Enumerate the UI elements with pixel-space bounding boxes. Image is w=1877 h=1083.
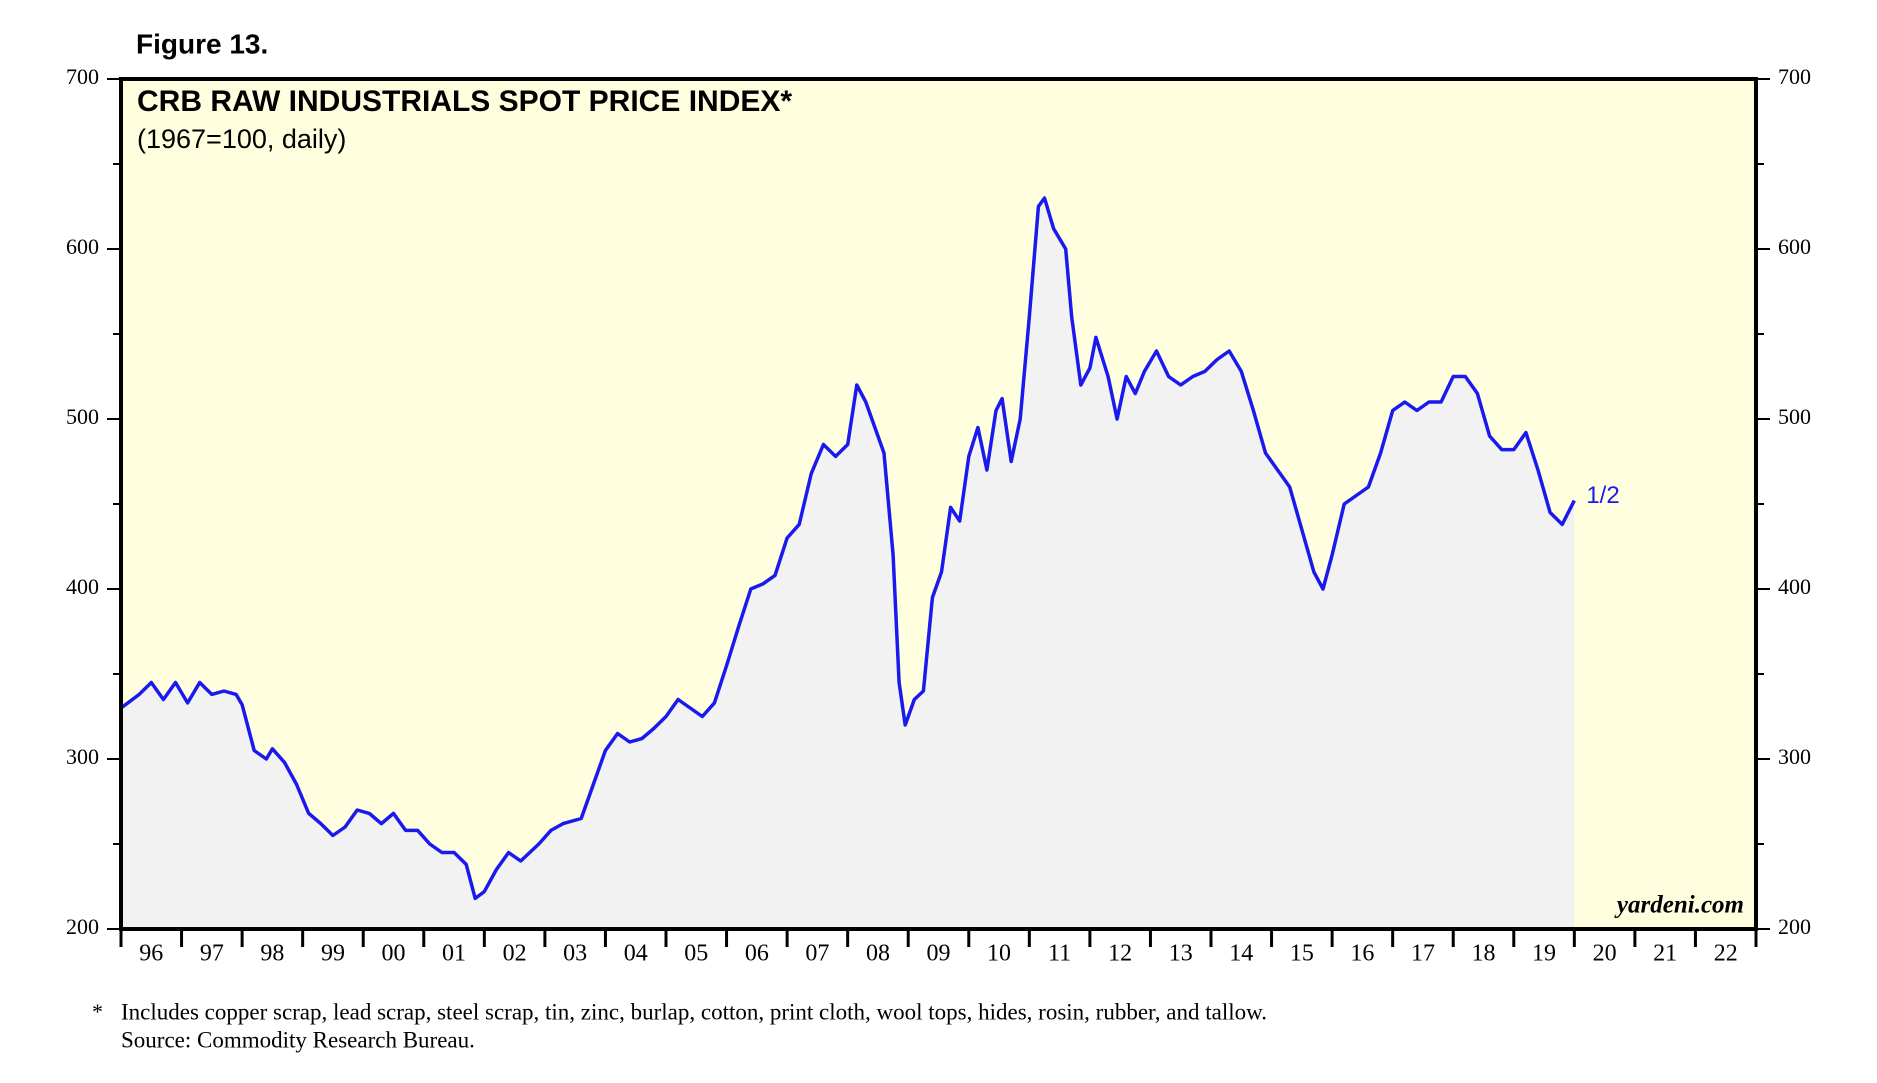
x-tick-label: 17 <box>1411 941 1435 967</box>
x-tick-label: 12 <box>1108 941 1132 967</box>
y-tick-label: 400 <box>66 574 99 599</box>
figure-label: Figure 13. <box>136 28 268 59</box>
footnote: Includes copper scrap, lead scrap, steel… <box>121 999 1267 1024</box>
x-tick-label: 18 <box>1472 941 1496 967</box>
x-tick-label: 09 <box>927 941 951 967</box>
x-tick-label: 03 <box>563 941 587 967</box>
y2-tick-label: 500 <box>1778 404 1811 429</box>
end-label: 1/2 <box>1586 482 1619 509</box>
x-tick-label: 06 <box>745 941 769 967</box>
x-tick-label: 19 <box>1532 941 1556 967</box>
chart-subtitle: (1967=100, daily) <box>137 124 346 154</box>
y2-tick-label: 600 <box>1778 234 1811 259</box>
x-tick-label: 07 <box>805 941 829 967</box>
x-tick-label: 15 <box>1290 941 1314 967</box>
x-tick-label: 05 <box>684 941 708 967</box>
x-tick-label: 99 <box>321 941 345 967</box>
line <box>119 196 1576 901</box>
footnote-marker: * <box>92 999 103 1024</box>
x-tick-label: 11 <box>1048 941 1071 967</box>
y2-tick-label: 200 <box>1778 914 1811 939</box>
x-tick-label: 02 <box>503 941 527 967</box>
x-tick-label: 22 <box>1714 941 1738 967</box>
y-tick-label: 200 <box>66 914 99 939</box>
source-logo: yardeni.com <box>1614 892 1744 919</box>
y2-tick-label: 300 <box>1778 744 1811 769</box>
y2-tick-label: 700 <box>1778 64 1811 89</box>
x-tick-label: 16 <box>1350 941 1374 967</box>
x-tick-label: 13 <box>1169 941 1193 967</box>
x-tick-label: 01 <box>442 941 466 967</box>
y-tick-label: 700 <box>66 64 99 89</box>
area <box>121 198 1575 929</box>
x-tick-label: 04 <box>624 941 648 967</box>
source-note: Source: Commodity Research Bureau. <box>121 1027 475 1052</box>
x-tick-label: 14 <box>1229 941 1253 967</box>
x-tick-label: 96 <box>139 941 163 967</box>
y2-tick-label: 400 <box>1778 574 1811 599</box>
x-tick-label: 10 <box>987 941 1011 967</box>
chart-title: CRB RAW INDUSTRIALS SPOT PRICE INDEX* <box>137 85 792 118</box>
x-tick-label: 98 <box>260 941 284 967</box>
y-tick-label: 600 <box>66 234 99 259</box>
y-tick-label: 300 <box>66 744 99 769</box>
x-tick-label: 97 <box>200 941 224 967</box>
y-tick-label: 500 <box>66 404 99 429</box>
x-tick-label: 00 <box>382 941 406 967</box>
x-tick-label: 21 <box>1653 941 1677 967</box>
x-tick-label: 20 <box>1593 941 1617 967</box>
x-tick-label: 08 <box>866 941 890 967</box>
